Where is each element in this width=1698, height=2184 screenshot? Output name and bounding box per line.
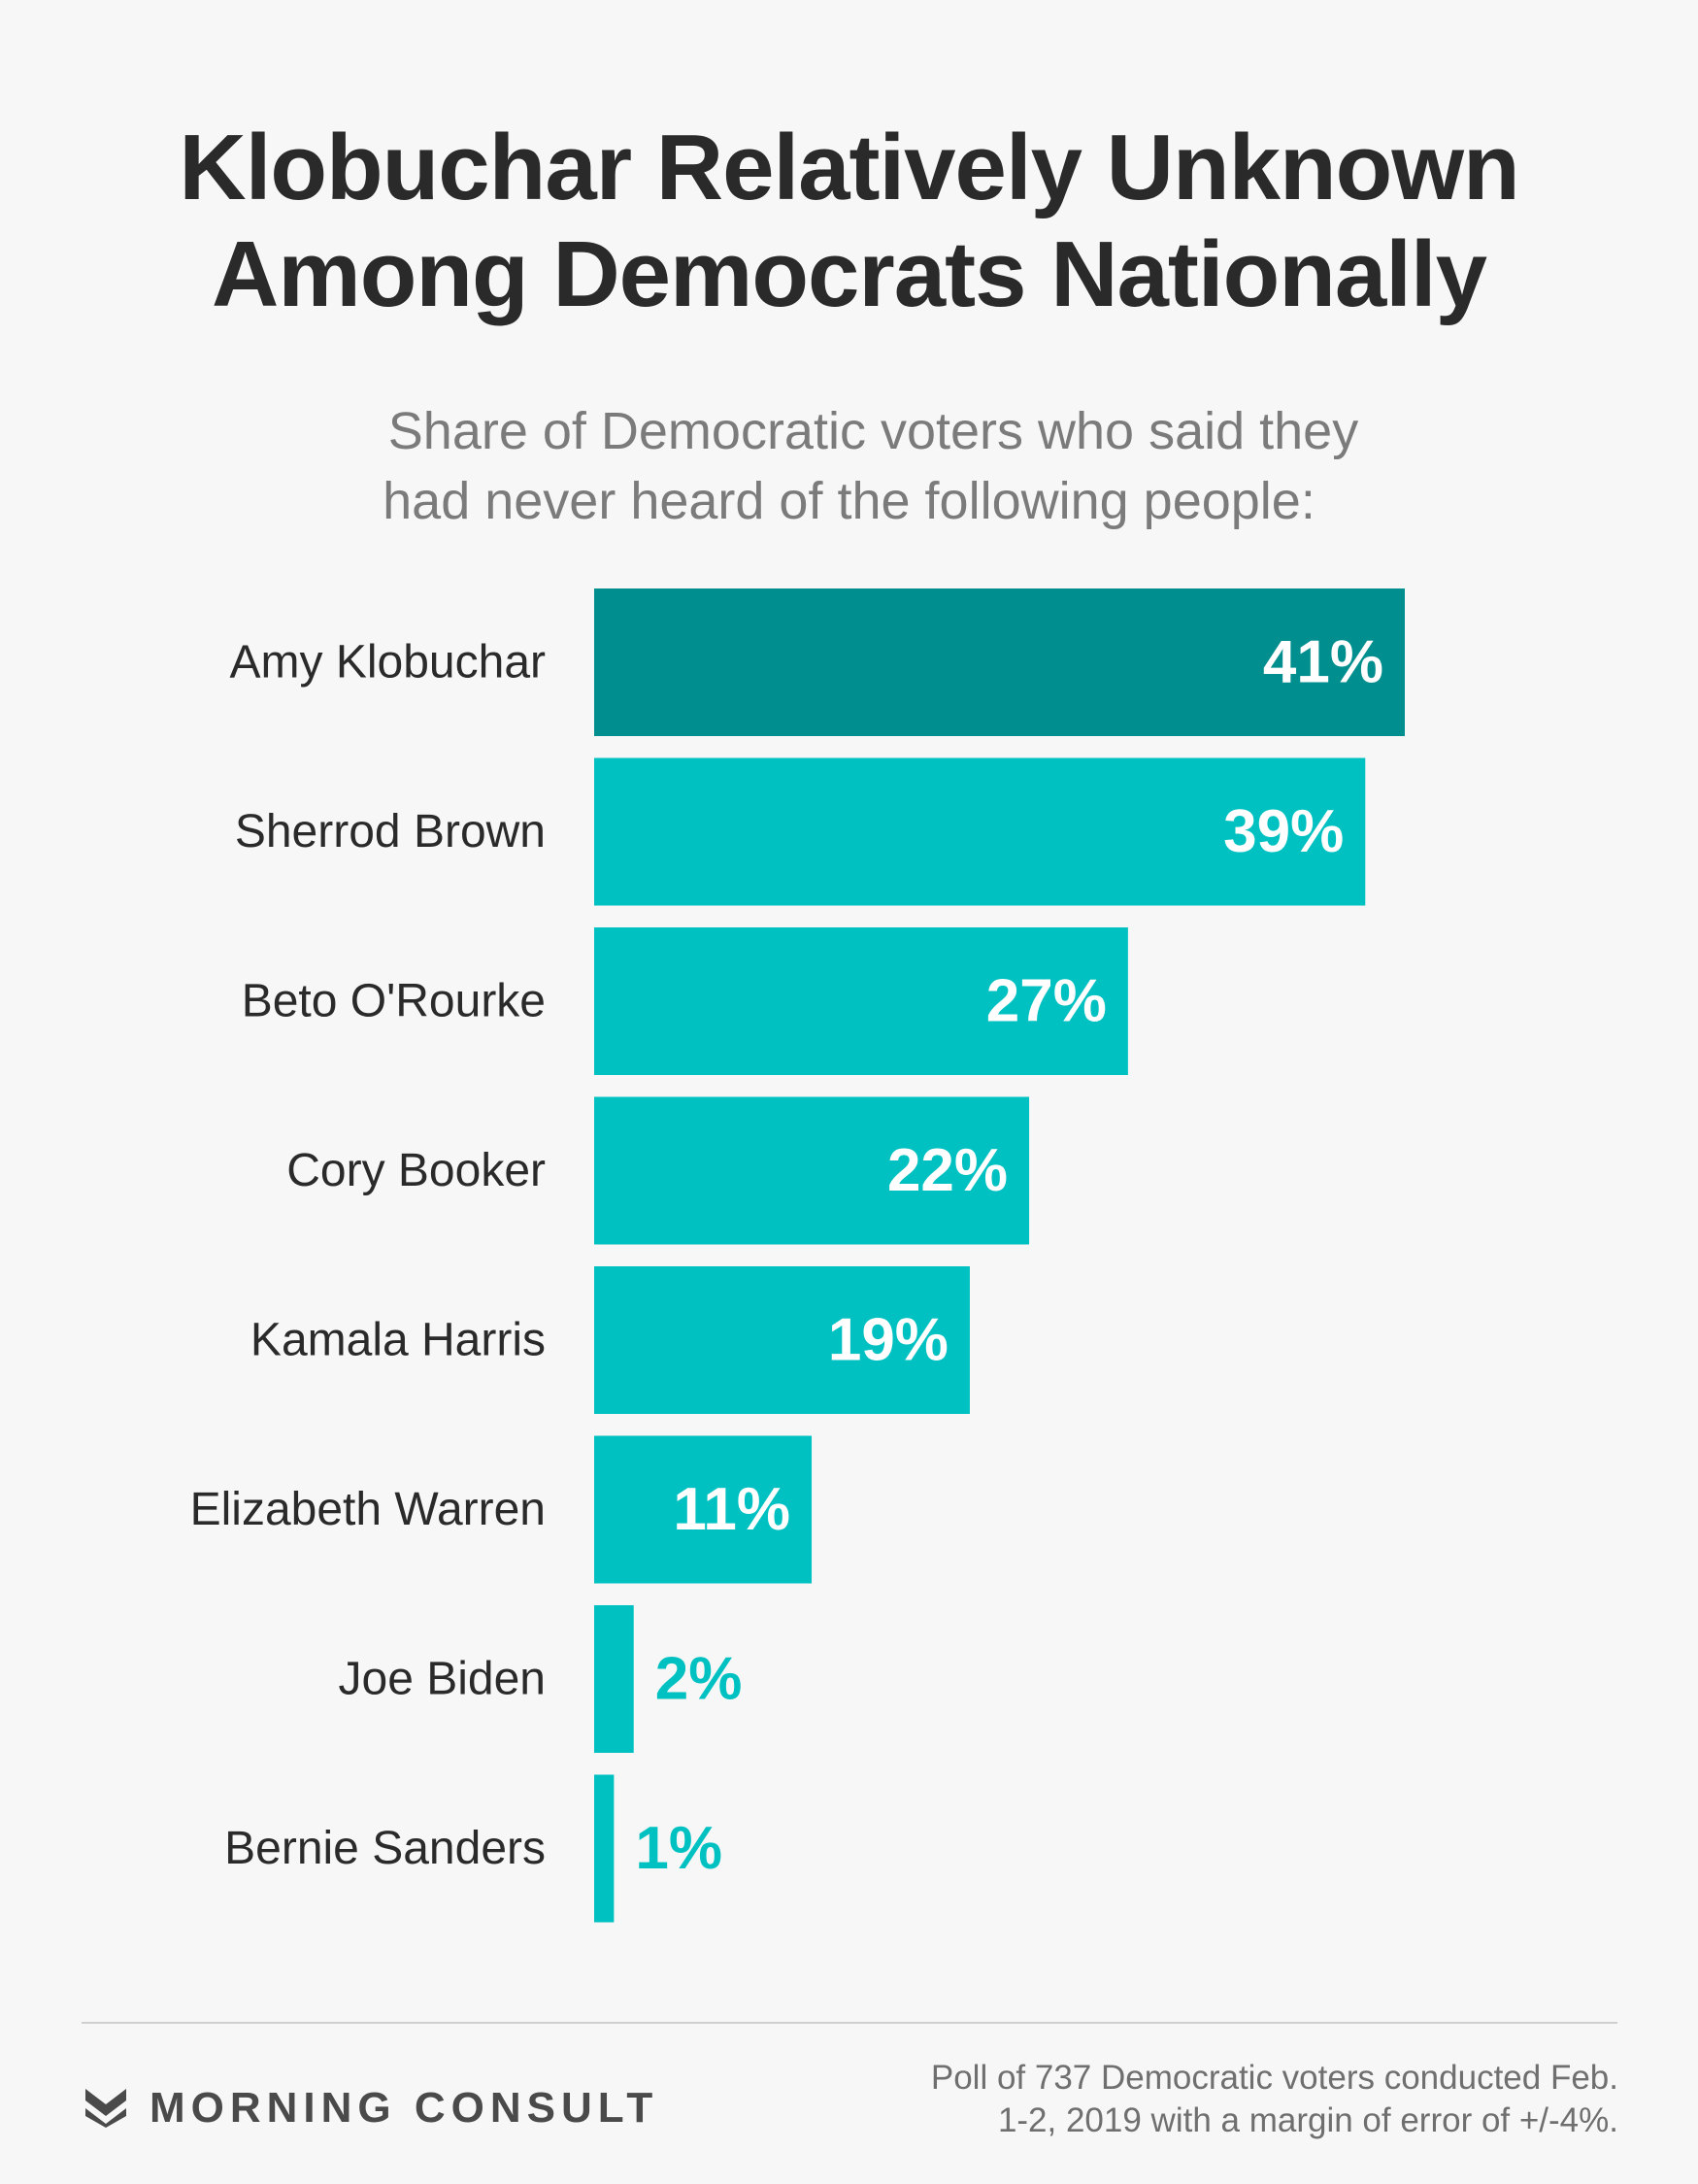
bar-1 (594, 588, 1405, 736)
value-label-4: 22% (887, 1137, 1008, 1204)
bar-6 (594, 1435, 813, 1584)
bar-2 (594, 757, 1366, 906)
chart-title: Klobuchar Relatively Unknown Among Democ… (0, 115, 1698, 328)
category-label-4: Cory Booker (286, 1145, 546, 1196)
value-label-2: 39% (1223, 798, 1344, 865)
bar-8 (594, 1774, 615, 1923)
chart-title-line-1: Klobuchar Relatively Unknown (179, 116, 1519, 219)
chart-subtitle-line-1: Share of Democratic voters who said they (387, 402, 1359, 460)
brand-logo: MORNING CONSULT (85, 2082, 658, 2134)
category-label-3: Beto O'Rourke (242, 976, 546, 1027)
bar-4 (594, 1096, 1030, 1245)
category-label-5: Kamala Harris (250, 1315, 546, 1366)
category-label-8: Bernie Sanders (224, 1823, 546, 1874)
category-label-7: Joe Biden (339, 1654, 547, 1705)
value-label-3: 27% (986, 968, 1107, 1035)
chart-subtitle-line-2: had never heard of the following people: (383, 472, 1315, 530)
chart-subtitle: Share of Democratic voters who said they… (0, 396, 1698, 536)
bar-3 (594, 927, 1128, 1075)
value-label-6: 11% (673, 1476, 790, 1543)
bar-7 (594, 1605, 634, 1753)
source-note-line-2: 1-2, 2019 with a margin of error of +/-4… (997, 2101, 1618, 2139)
chart-title-line-2: Among Democrats Nationally (212, 222, 1487, 326)
morning-consult-m-icon (85, 2089, 126, 2128)
value-label-5: 19% (828, 1307, 949, 1374)
footer-divider (82, 2022, 1617, 2024)
source-note-line-1: Poll of 737 Democratic voters conducted … (930, 2059, 1618, 2097)
value-label-7: 2% (655, 1646, 743, 1713)
value-label-8: 1% (635, 1815, 722, 1882)
source-note: Poll of 737 Democratic voters conducted … (881, 2057, 1618, 2142)
category-label-6: Elizabeth Warren (190, 1484, 546, 1535)
brand-name: MORNING CONSULT (150, 2084, 659, 2132)
category-label-1: Amy Klobuchar (230, 637, 546, 689)
category-label-2: Sherrod Brown (235, 806, 546, 857)
bar-chart: Amy Klobuchar 41% Sherrod Brown 39% Beto O'R… (190, 588, 1405, 1923)
bar-5 (594, 1266, 970, 1414)
value-label-1: 41% (1263, 629, 1383, 696)
